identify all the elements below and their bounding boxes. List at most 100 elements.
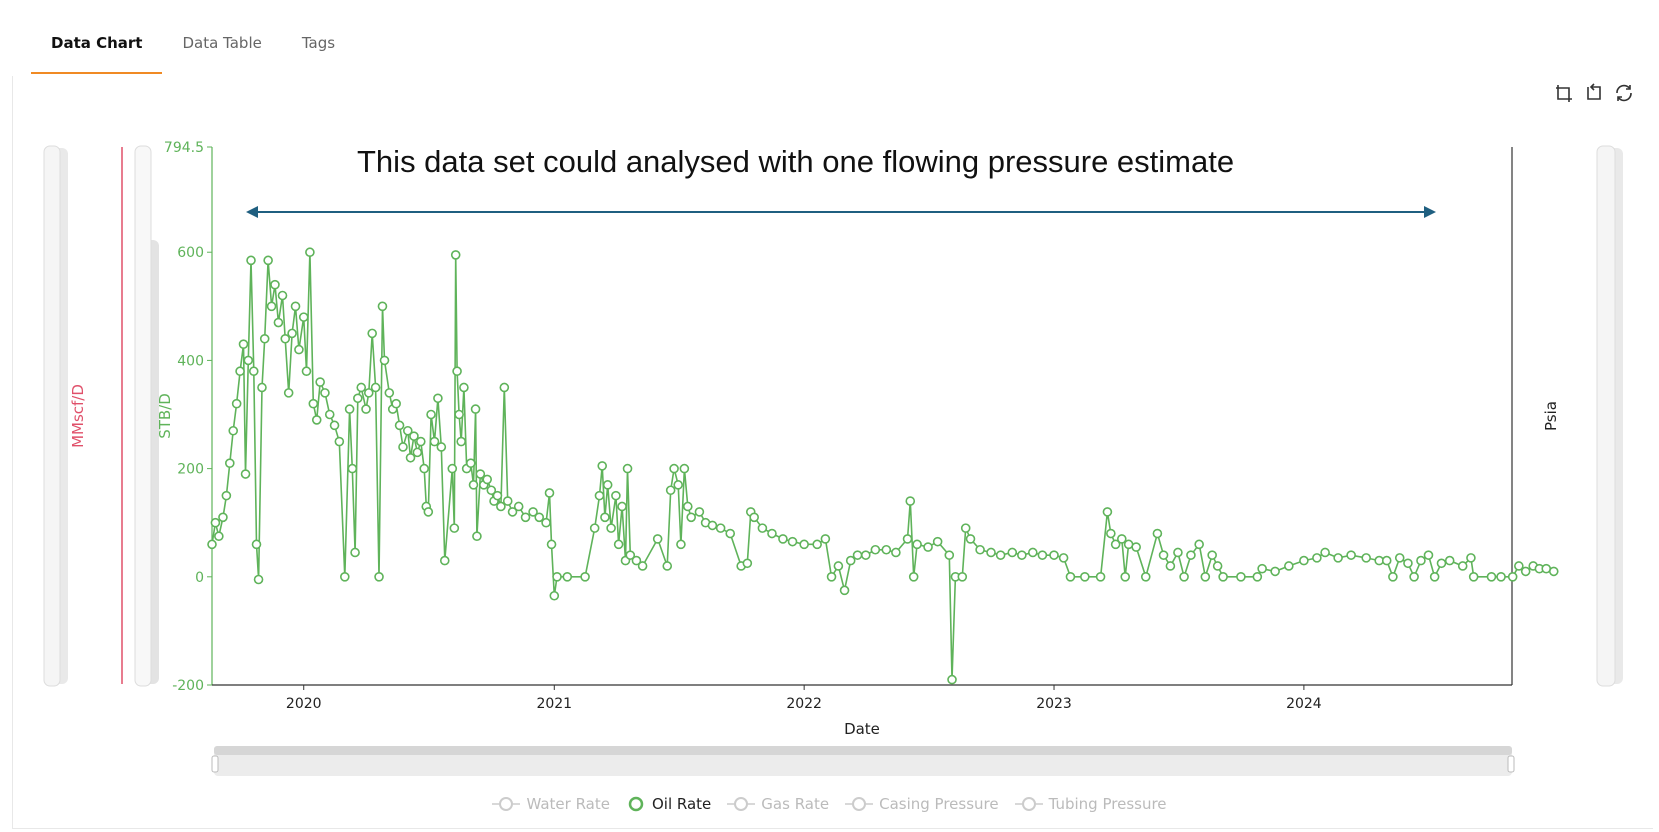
oil-rate-point[interactable] — [787, 536, 798, 547]
oil-rate-point[interactable] — [1507, 572, 1518, 582]
oil-rate-point[interactable] — [398, 442, 408, 452]
oil-rate-point[interactable] — [377, 301, 388, 312]
oil-rate-point[interactable] — [459, 382, 469, 393]
oil-rate-point[interactable] — [1102, 507, 1113, 517]
oil-rate-point[interactable] — [870, 544, 881, 555]
zoom-undo-icon[interactable] — [1583, 82, 1605, 104]
oil-rate-point[interactable] — [1120, 572, 1131, 582]
oil-rate-point[interactable] — [839, 585, 850, 596]
oil-rate-point[interactable] — [694, 507, 705, 517]
oil-rate-point[interactable] — [1080, 572, 1090, 582]
oil-rate-point[interactable] — [1270, 566, 1280, 577]
oil-rate-point[interactable] — [1194, 539, 1204, 550]
oil-rate-point[interactable] — [452, 366, 462, 377]
oil-rate-point[interactable] — [224, 458, 235, 469]
oil-rate-point[interactable] — [379, 355, 390, 366]
oil-rate-point[interactable] — [1165, 561, 1176, 571]
oil-rate-point[interactable] — [363, 388, 374, 398]
oil-rate-point[interactable] — [1312, 553, 1322, 563]
oil-rate-point[interactable] — [1037, 550, 1048, 560]
oil-rate-point[interactable] — [277, 290, 288, 301]
x-zoom-slider-bar[interactable] — [214, 746, 1512, 755]
oil-rate-point[interactable] — [221, 490, 232, 501]
oil-rate-point[interactable] — [1466, 553, 1476, 563]
oil-rate-point[interactable] — [932, 536, 943, 547]
oil-rate-point[interactable] — [1218, 572, 1228, 582]
oil-rate-point[interactable] — [246, 255, 256, 266]
oil-rate-point[interactable] — [253, 574, 264, 585]
oil-rate-point[interactable] — [294, 344, 304, 355]
oil-rate-point[interactable] — [324, 409, 335, 420]
legend-gas-rate[interactable]: Gas Rate — [727, 795, 829, 813]
oil-rate-point[interactable] — [415, 436, 426, 447]
oil-rate-point[interactable] — [391, 398, 401, 409]
oil-rate-point[interactable] — [353, 393, 363, 404]
oil-rate-point[interactable] — [1200, 572, 1211, 582]
oil-rate-point[interactable] — [468, 480, 479, 490]
oil-rate-point[interactable] — [320, 388, 330, 398]
oil-rate-point[interactable] — [1409, 572, 1419, 582]
oil-rate-point[interactable] — [1257, 563, 1267, 574]
oil-rate-point[interactable] — [266, 301, 277, 312]
oil-rate-point[interactable] — [492, 490, 503, 501]
oil-rate-point[interactable] — [881, 544, 892, 555]
oil-rate-point[interactable] — [725, 528, 736, 539]
oil-rate-point[interactable] — [541, 517, 551, 528]
oil-rate-point[interactable] — [243, 355, 254, 366]
oil-rate-point[interactable] — [742, 558, 753, 569]
oil-rate-point[interactable] — [534, 512, 545, 523]
oil-rate-point[interactable] — [679, 463, 690, 474]
oil-rate-point[interactable] — [347, 463, 358, 474]
oil-rate-point[interactable] — [287, 328, 297, 339]
oil-rate-point[interactable] — [965, 534, 976, 544]
oil-rate-point[interactable] — [290, 301, 301, 312]
oil-rate-point[interactable] — [520, 512, 531, 523]
oil-rate-point[interactable] — [447, 463, 458, 474]
x-zoom-handle-left[interactable] — [211, 755, 219, 773]
oil-rate-point[interactable] — [1116, 534, 1127, 544]
oil-rate-point[interactable] — [298, 312, 309, 322]
oil-rate-point[interactable] — [594, 490, 605, 501]
oil-rate-point[interactable] — [240, 469, 251, 479]
oil-rate-point[interactable] — [715, 523, 726, 533]
oil-rate-point[interactable] — [845, 555, 856, 566]
oil-rate-point[interactable] — [1394, 553, 1405, 563]
oil-rate-point[interactable] — [637, 561, 648, 571]
oil-rate-point[interactable] — [673, 480, 683, 490]
oil-rate-point[interactable] — [1049, 550, 1059, 560]
oil-rate-point[interactable] — [1158, 550, 1169, 560]
legend-water-rate[interactable]: Water Rate — [492, 795, 610, 813]
oil-rate-point[interactable] — [960, 523, 971, 533]
oil-rate-point[interactable] — [613, 539, 624, 550]
oil-rate-point[interactable] — [419, 463, 430, 474]
oil-rate-point[interactable] — [356, 382, 367, 393]
oil-rate-point[interactable] — [852, 550, 863, 560]
oil-rate-point[interactable] — [1468, 572, 1479, 582]
left-outer-slider-handle[interactable] — [43, 145, 61, 687]
oil-rate-point[interactable] — [412, 447, 423, 458]
oil-rate-point[interactable] — [611, 490, 621, 501]
oil-rate-point[interactable] — [602, 480, 613, 490]
oil-rate-point[interactable] — [301, 366, 312, 377]
oil-rate-point[interactable] — [1106, 528, 1116, 539]
oil-rate-point[interactable] — [546, 539, 557, 550]
oil-rate-point[interactable] — [908, 572, 919, 582]
oil-rate-point[interactable] — [625, 550, 636, 560]
oil-rate-point[interactable] — [248, 366, 259, 377]
oil-rate-point[interactable] — [552, 572, 562, 582]
oil-rate-point[interactable] — [812, 539, 822, 550]
oil-rate-point[interactable] — [1179, 572, 1189, 582]
oil-rate-point[interactable] — [433, 393, 443, 404]
oil-rate-point[interactable] — [259, 333, 270, 344]
oil-rate-point[interactable] — [1173, 547, 1183, 558]
oil-rate-point[interactable] — [334, 436, 345, 447]
oil-rate-point[interactable] — [210, 517, 221, 528]
oil-rate-point[interactable] — [311, 415, 322, 425]
oil-rate-point[interactable] — [622, 463, 633, 474]
oil-rate-point[interactable] — [1252, 572, 1263, 582]
tab-tags[interactable]: Tags — [301, 34, 336, 52]
oil-rate-point[interactable] — [263, 255, 273, 266]
oil-rate-point[interactable] — [429, 436, 440, 447]
oil-rate-point[interactable] — [1186, 550, 1196, 560]
oil-rate-point[interactable] — [374, 572, 384, 582]
